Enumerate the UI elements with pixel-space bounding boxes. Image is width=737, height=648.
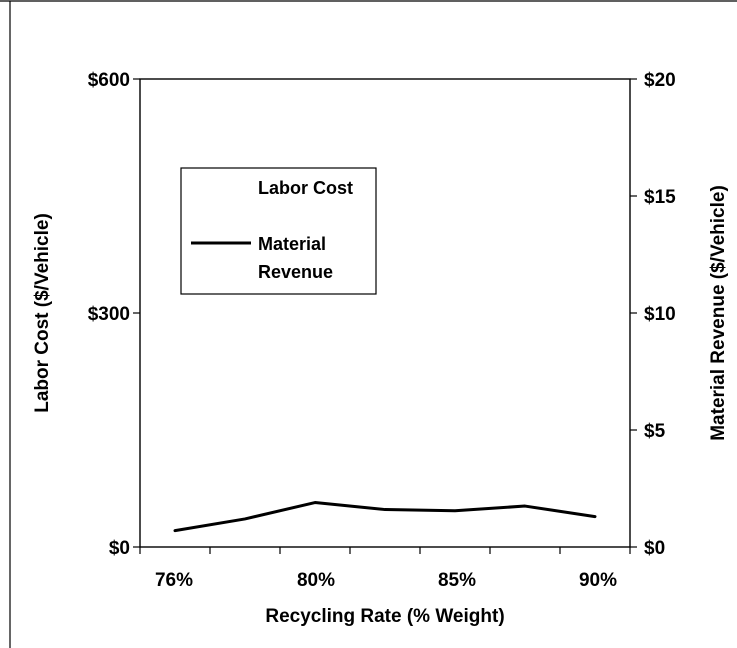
right-y-tick-label: $5: [644, 421, 666, 442]
legend: Labor Cost Material Revenue: [180, 167, 377, 295]
left-y-axis-ticks: $0 $300 $600: [88, 70, 140, 559]
x-tick-label: 90%: [579, 570, 617, 591]
legend-label-material-revenue-line1: Material: [258, 234, 326, 254]
right-y-tick-label: $20: [644, 70, 676, 91]
x-tick-label: 85%: [438, 570, 476, 591]
left-y-tick-label: $600: [88, 70, 130, 91]
legend-box: [180, 167, 377, 295]
x-tick-label: 80%: [297, 570, 335, 591]
right-y-tick-label: $0: [644, 538, 665, 559]
left-y-axis-title: Labor Cost ($/Vehicle): [32, 213, 53, 413]
left-y-tick-label: $0: [109, 538, 130, 559]
plot-area: [139, 78, 631, 548]
right-y-axis-ticks: $0 $5 $10 $15 $20: [630, 70, 676, 559]
right-y-tick-label: $10: [644, 304, 676, 325]
x-axis-title: Recycling Rate (% Weight): [265, 606, 504, 627]
x-tick-label: 76%: [155, 570, 193, 591]
x-axis-ticks: 76% 80% 85% 90%: [139, 547, 631, 591]
right-y-tick-label: $15: [644, 187, 676, 208]
series-line-material-revenue: [173, 501, 597, 533]
series-layer: [173, 501, 597, 533]
legend-label-material-revenue-line2: Revenue: [258, 262, 333, 282]
right-y-axis-title: Material Revenue ($/Vehicle): [708, 185, 729, 441]
left-y-tick-label: $300: [88, 304, 130, 325]
legend-label-labor-cost: Labor Cost: [258, 178, 353, 198]
